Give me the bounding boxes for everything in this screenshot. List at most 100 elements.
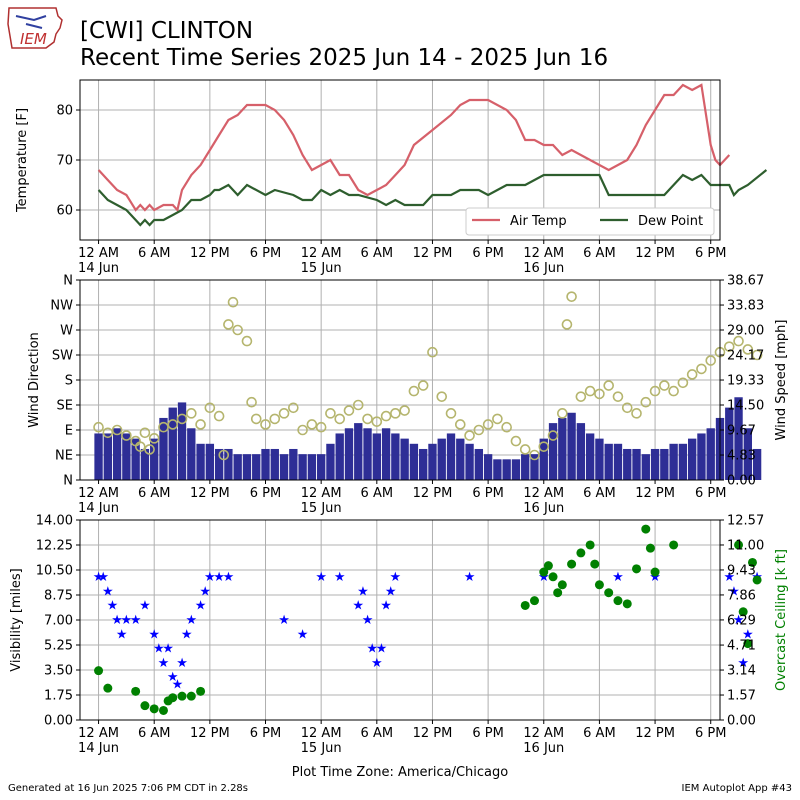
wind-x-date-label: 14 Jun <box>78 501 119 516</box>
wind-speed-bar <box>279 454 289 480</box>
vis-x-tick-label: 12 PM <box>190 726 230 741</box>
wind-x-tick-label: 12 PM <box>635 486 675 501</box>
visibility-point: ★ <box>167 670 179 685</box>
wind-direction-point <box>584 385 596 397</box>
wind-direction-point <box>269 413 281 425</box>
wind-speed-bar <box>456 438 465 480</box>
wind-speed-bar <box>242 454 252 480</box>
wind-y-tick-label: S <box>65 374 73 389</box>
temp-y-tick-label: 60 <box>56 204 73 219</box>
wind-speed-bar <box>131 438 140 480</box>
wind-direction-point <box>492 413 503 425</box>
wind-y2-tick-label: 19.33 <box>727 374 764 389</box>
wind-direction-point <box>167 419 179 430</box>
wind-x-tick-label: 6 PM <box>472 486 503 501</box>
vis-x-tick-label: 6 PM <box>472 726 503 741</box>
temp-x-tick-label: 6 PM <box>695 246 726 261</box>
wind-speed-bar <box>437 438 446 480</box>
wind-y-tick-label: NW <box>50 299 73 314</box>
wind-speed-bar <box>521 454 530 480</box>
wind-direction-point <box>538 441 550 452</box>
visibility-point: ★ <box>464 570 476 585</box>
ceiling-point <box>149 704 159 714</box>
ceiling-point <box>594 580 604 590</box>
ceiling-point <box>747 557 757 567</box>
wind-speed-bar <box>150 438 159 480</box>
wind-direction-point <box>547 430 559 441</box>
wind-direction-point <box>315 421 327 433</box>
wind-speed-bar <box>177 402 187 480</box>
wind-direction-point <box>260 419 271 430</box>
wind-speed-bar <box>734 397 743 480</box>
wind-direction-point <box>148 433 160 444</box>
wind-speed-bar <box>493 459 502 480</box>
ceiling-point <box>576 548 586 558</box>
wind-direction-point <box>733 335 744 347</box>
wind-speed-bar <box>446 433 456 480</box>
ceiling-point <box>734 540 744 550</box>
visibility-y-axis-label: Visibility [miles] <box>9 568 24 671</box>
wind-direction-point <box>306 419 318 430</box>
visibility-point: ★ <box>385 584 397 599</box>
vis-x-tick-label: 6 AM <box>583 726 616 741</box>
wind-direction-point <box>195 419 206 430</box>
wind-direction-point <box>557 408 568 419</box>
wind-x-tick-label: 12 AM <box>523 486 564 501</box>
vis-x-date-label: 14 Jun <box>78 741 119 756</box>
wind-direction-point <box>519 444 531 455</box>
wind-speed-bar <box>140 448 150 480</box>
wind-speed-bar <box>511 459 521 480</box>
visibility-point: ★ <box>130 613 142 628</box>
wind-x-tick-label: 12 PM <box>413 486 453 501</box>
wind-speed-bar <box>669 443 678 480</box>
wind-speed-bar <box>214 448 224 480</box>
visibility-point: ★ <box>278 613 290 628</box>
wind-x-tick-label: 12 AM <box>78 486 119 501</box>
wind-speed-bar <box>419 448 428 480</box>
wind-speed-bar <box>335 433 344 480</box>
wind-direction-point <box>223 319 234 330</box>
ceiling-point <box>94 666 104 676</box>
logo-wind-icon <box>15 15 47 29</box>
wind-direction-point <box>250 413 262 425</box>
wind-direction-point <box>246 396 257 408</box>
wind-direction-point <box>297 424 308 436</box>
wind-speed-bar <box>372 433 381 480</box>
visibility-point: ★ <box>153 642 165 657</box>
wind-speed-bar <box>706 428 715 480</box>
ceiling-point <box>632 564 642 574</box>
visibility-point: ★ <box>376 642 388 657</box>
ceiling-y-axis-label: Overcast Ceiling [k ft] <box>774 549 789 691</box>
ceiling-point <box>553 588 563 598</box>
vis-x-tick-label: 6 AM <box>361 726 394 741</box>
wind-direction-point <box>232 324 243 336</box>
logo-text: IEM <box>20 30 47 48</box>
temp-x-tick-label: 12 PM <box>635 246 675 261</box>
station-title: [CWI] CLINTON <box>80 18 254 44</box>
wind-direction-point <box>742 344 754 355</box>
wind-y2-tick-label: 38.67 <box>727 274 764 289</box>
wind-direction-point <box>603 380 614 391</box>
visibility-point: ★ <box>139 599 151 614</box>
app-text: IEM Autoplot App #43 <box>681 783 792 794</box>
wind-y-tick-label: E <box>65 424 73 439</box>
temp-x-date-label: 14 Jun <box>78 261 119 276</box>
wind-speed-bar <box>112 428 122 480</box>
dew-point-line <box>97 169 768 227</box>
wind-direction-point <box>612 391 624 402</box>
wind-direction-point <box>288 402 299 414</box>
wind-direction-point <box>121 430 132 441</box>
wind-direction-point <box>204 402 216 414</box>
wind-direction-point <box>144 444 155 455</box>
wind-direction-point <box>659 380 670 391</box>
wind-speed-bar <box>688 438 697 480</box>
vis-x-tick-label: 12 AM <box>523 726 564 741</box>
ceiling-point <box>548 572 558 582</box>
wind-speed-bar <box>316 454 326 480</box>
visibility-point: ★ <box>121 613 133 628</box>
visibility-point: ★ <box>723 570 735 585</box>
temp-x-date-label: 15 Jun <box>301 261 342 276</box>
visibility-point: ★ <box>176 656 188 671</box>
wind-direction-point <box>677 377 689 389</box>
wind-direction-point <box>227 296 239 308</box>
